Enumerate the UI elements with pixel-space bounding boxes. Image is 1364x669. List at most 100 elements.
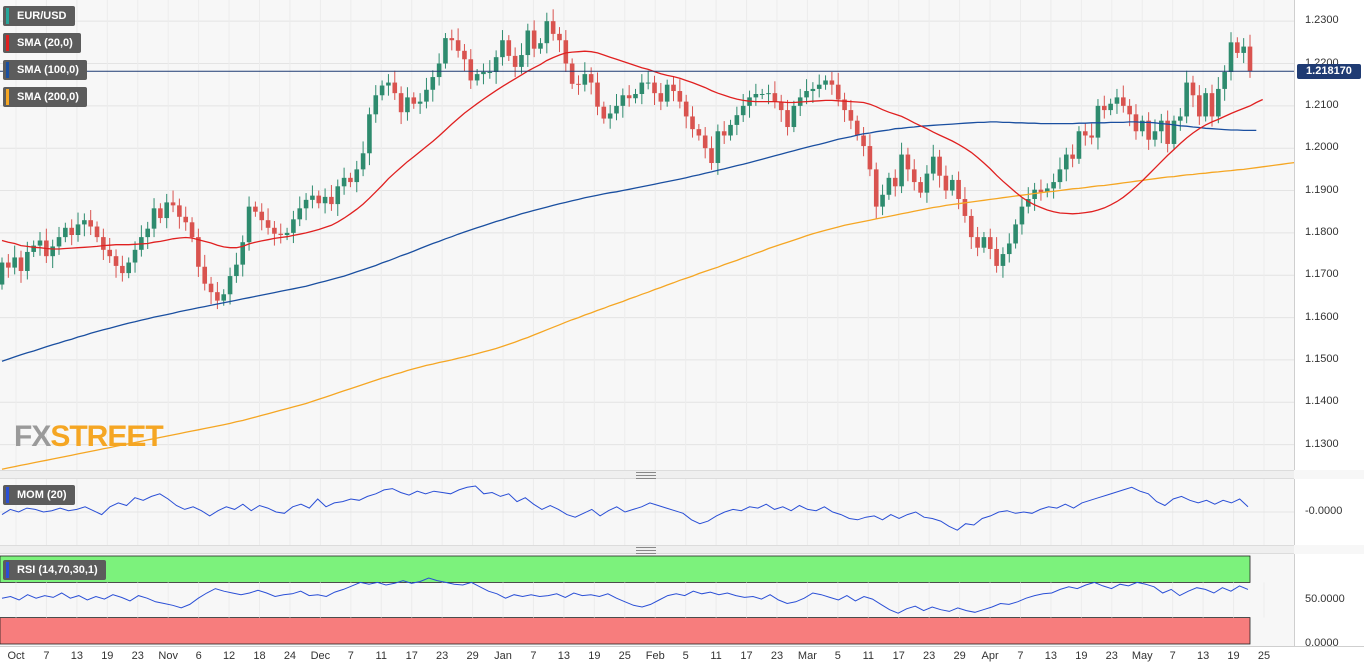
candle [785, 99, 790, 136]
candle [981, 232, 987, 253]
candle [126, 257, 132, 279]
candle [31, 240, 36, 258]
time-tick-label: Nov [158, 650, 178, 662]
candle [1178, 107, 1183, 131]
candle [354, 160, 360, 193]
candle [728, 119, 733, 141]
candle [310, 185, 315, 209]
candle [75, 212, 81, 242]
price-pane[interactable]: FXSTREET [0, 0, 1295, 470]
time-tick-label: Jan [494, 650, 512, 662]
candle [56, 226, 62, 255]
candle [823, 75, 828, 90]
sma200-tag[interactable]: SMA (200,0) [3, 87, 87, 107]
time-tick-label: 7 [43, 650, 50, 662]
candle [367, 107, 372, 166]
candle [69, 219, 74, 246]
candle [880, 184, 885, 216]
candle [1216, 77, 1221, 124]
candle [709, 136, 714, 170]
candle [1190, 75, 1196, 108]
candle [563, 30, 569, 72]
candle [411, 92, 417, 109]
rsi-tag[interactable]: RSI (14,70,30,1) [3, 560, 106, 580]
candle [506, 35, 512, 61]
candle [436, 53, 442, 86]
candle [886, 172, 892, 200]
momentum-pane[interactable] [0, 479, 1294, 545]
candle [284, 227, 290, 241]
candle [18, 250, 24, 283]
candle [1114, 88, 1120, 114]
candle [1197, 85, 1202, 125]
candle [335, 179, 341, 216]
candle [747, 90, 752, 118]
candle [690, 106, 695, 138]
price-chart[interactable] [0, 0, 1295, 470]
candle [1120, 85, 1126, 113]
candle [1228, 32, 1234, 81]
candle [582, 62, 588, 92]
mom-tag[interactable]: MOM (20) [3, 485, 75, 505]
time-tick-label: 17 [740, 650, 753, 662]
candle [873, 162, 879, 219]
candle [158, 203, 163, 224]
time-tick-label: 13 [1044, 650, 1058, 662]
candle [177, 198, 182, 229]
candle [151, 198, 157, 238]
rsi-chart[interactable] [0, 554, 1294, 646]
rsi-axis[interactable]: 50.0000 0.0000 [1294, 554, 1364, 649]
candle [652, 75, 657, 106]
pane-resize-handle[interactable] [0, 545, 1294, 554]
candle [405, 87, 410, 121]
sma100-tag[interactable]: SMA (100,0) [3, 60, 87, 80]
candle [968, 209, 974, 249]
candle [607, 105, 613, 129]
rsi-pane[interactable] [0, 554, 1294, 646]
price-tick-label: 1.1400 [1305, 395, 1339, 408]
candle [63, 222, 68, 243]
time-tick-label: 25 [618, 650, 631, 662]
candle [1235, 37, 1240, 59]
time-tick-label: 29 [466, 650, 479, 662]
candle [1051, 173, 1056, 199]
candle [1006, 233, 1012, 263]
pane-resize-handle[interactable] [0, 470, 1294, 479]
symbol-tag[interactable]: EUR/USD [3, 6, 75, 26]
candle [139, 225, 144, 257]
time-tick-label: Apr [981, 650, 999, 662]
grip-icon [636, 472, 656, 479]
candle [360, 141, 366, 177]
candle [379, 80, 385, 101]
time-tick-label: 7 [530, 650, 537, 662]
momentum-axis[interactable]: -0.0000 [1294, 479, 1364, 545]
candle [892, 169, 898, 197]
time-tick-label: 11 [862, 650, 874, 662]
candle [341, 167, 347, 195]
oversold-zone [0, 617, 1251, 645]
candle [962, 187, 968, 223]
candle [601, 101, 607, 124]
momentum-chart[interactable] [0, 479, 1294, 545]
candle [386, 74, 391, 96]
candle [322, 188, 328, 214]
candle [164, 193, 170, 229]
time-tick-label: 17 [405, 650, 418, 662]
candle [861, 127, 866, 157]
price-tick-label: 1.1800 [1305, 225, 1339, 238]
sma20-tag[interactable]: SMA (20,0) [3, 33, 81, 53]
candle [937, 149, 942, 188]
time-tick-label: Feb [645, 650, 665, 662]
candle [1063, 147, 1069, 182]
candle [183, 206, 189, 231]
candle [265, 208, 271, 235]
grip-icon [636, 547, 656, 554]
time-axis[interactable]: Oct 7 13 19 23 Nov 6 12 18 24 Dec 7 11 17 23 29 Jan 7 13 19… [0, 646, 1364, 669]
candle [373, 85, 379, 123]
candle [804, 79, 809, 105]
candle [620, 88, 626, 118]
time-tick-label: 11 [710, 650, 722, 662]
time-tick-label: 23 [131, 650, 144, 662]
overbought-zone [0, 555, 1251, 583]
candle [316, 190, 322, 209]
